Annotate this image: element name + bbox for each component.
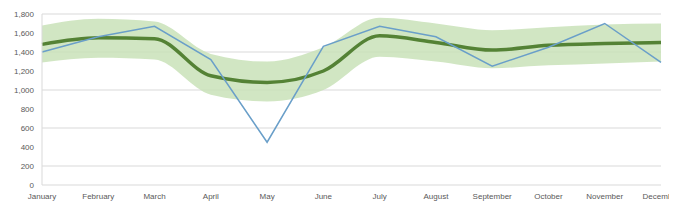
- svg-text:1,000: 1,000: [14, 86, 35, 95]
- svg-text:0: 0: [30, 181, 35, 190]
- svg-text:February: February: [82, 192, 114, 201]
- svg-text:1,200: 1,200: [14, 67, 35, 76]
- svg-text:June: June: [315, 192, 333, 201]
- svg-text:400: 400: [21, 143, 35, 152]
- svg-text:600: 600: [21, 124, 35, 133]
- svg-text:200: 200: [21, 162, 35, 171]
- svg-text:September: September: [473, 192, 512, 201]
- svg-text:1,600: 1,600: [14, 29, 35, 38]
- svg-text:May: May: [260, 192, 275, 201]
- svg-text:April: April: [203, 192, 219, 201]
- svg-text:March: March: [143, 192, 165, 201]
- svg-text:July: July: [373, 192, 387, 201]
- svg-text:800: 800: [21, 105, 35, 114]
- svg-text:October: October: [534, 192, 563, 201]
- svg-text:December: December: [643, 192, 669, 201]
- svg-text:August: August: [423, 192, 449, 201]
- svg-text:1,800: 1,800: [14, 10, 35, 19]
- svg-text:1,400: 1,400: [14, 48, 35, 57]
- svg-text:November: November: [586, 192, 623, 201]
- svg-text:January: January: [28, 192, 56, 201]
